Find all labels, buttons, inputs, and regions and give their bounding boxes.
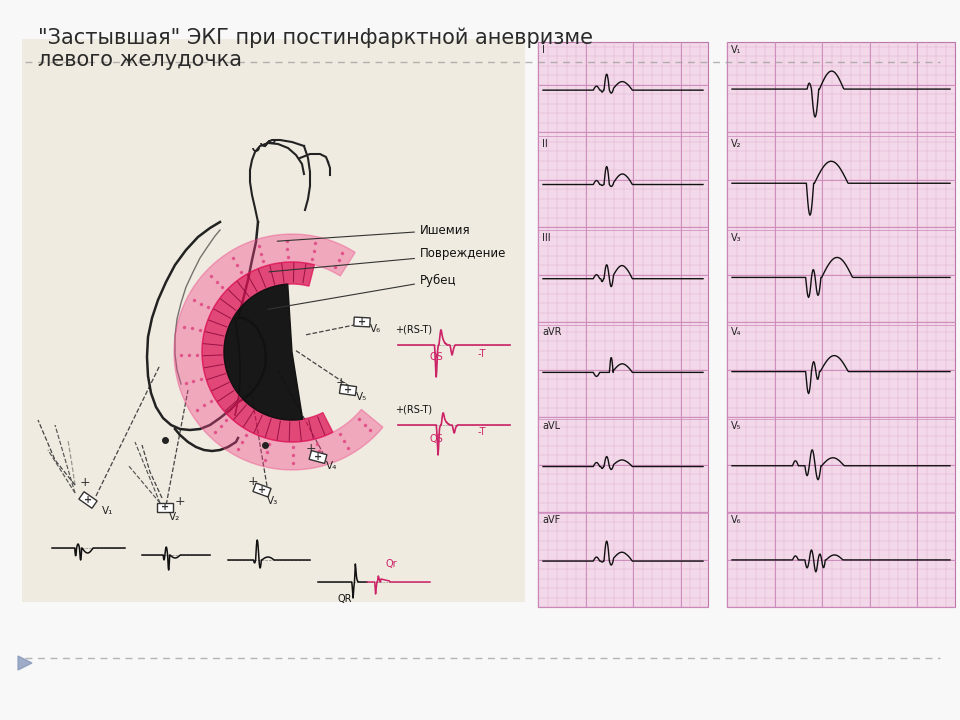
Text: V₅: V₅ (731, 421, 741, 431)
Text: QS: QS (430, 352, 444, 362)
Text: -T: -T (478, 349, 487, 359)
Polygon shape (354, 317, 371, 327)
Text: +(RS-T): +(RS-T) (395, 405, 432, 415)
Text: Ишемия: Ишемия (277, 223, 470, 241)
Text: V₄: V₄ (731, 327, 741, 337)
Polygon shape (157, 503, 173, 511)
Text: Рубец: Рубец (268, 274, 457, 310)
Text: левого желудочка: левого желудочка (38, 50, 242, 70)
Text: +: + (175, 495, 185, 508)
Text: V₁: V₁ (731, 45, 741, 55)
Text: +: + (314, 452, 322, 462)
Text: +: + (336, 376, 347, 389)
Polygon shape (202, 262, 333, 442)
Text: "Застывшая" ЭКГ при постинфарктной аневризме: "Застывшая" ЭКГ при постинфарктной аневр… (38, 27, 593, 48)
Polygon shape (340, 384, 356, 395)
Text: V₃: V₃ (267, 496, 278, 506)
Text: QS: QS (430, 434, 444, 444)
FancyBboxPatch shape (727, 42, 955, 607)
Text: +: + (161, 502, 169, 512)
Text: +: + (358, 317, 366, 327)
Text: +: + (306, 442, 317, 455)
Text: aVR: aVR (542, 327, 562, 337)
Text: V₃: V₃ (731, 233, 742, 243)
Text: V₅: V₅ (356, 392, 368, 402)
Text: Qr: Qr (385, 559, 396, 569)
Polygon shape (18, 656, 32, 670)
Text: +: + (258, 485, 266, 495)
Text: V₂: V₂ (731, 139, 741, 149)
Polygon shape (252, 483, 271, 497)
Polygon shape (224, 284, 302, 420)
Text: V₂: V₂ (169, 512, 180, 522)
Text: +: + (80, 476, 90, 489)
FancyBboxPatch shape (22, 39, 525, 602)
Text: V₁: V₁ (102, 506, 113, 516)
Polygon shape (174, 234, 383, 470)
Text: II: II (542, 139, 548, 149)
Text: +: + (248, 475, 258, 488)
Text: V₆: V₆ (370, 324, 381, 334)
Text: aVF: aVF (542, 516, 561, 526)
Text: +: + (84, 495, 92, 505)
Text: Повреждение: Повреждение (269, 248, 506, 272)
Text: QR: QR (338, 594, 352, 604)
Text: III: III (542, 233, 551, 243)
Text: +(RS-T): +(RS-T) (395, 324, 432, 334)
Text: aVL: aVL (542, 421, 560, 431)
Text: -T: -T (478, 427, 487, 437)
Text: V₆: V₆ (731, 516, 741, 526)
Polygon shape (309, 451, 327, 464)
Text: +: + (344, 385, 352, 395)
FancyBboxPatch shape (538, 42, 708, 607)
Polygon shape (79, 492, 97, 508)
Text: I: I (542, 45, 545, 55)
Text: V₄: V₄ (326, 461, 337, 471)
